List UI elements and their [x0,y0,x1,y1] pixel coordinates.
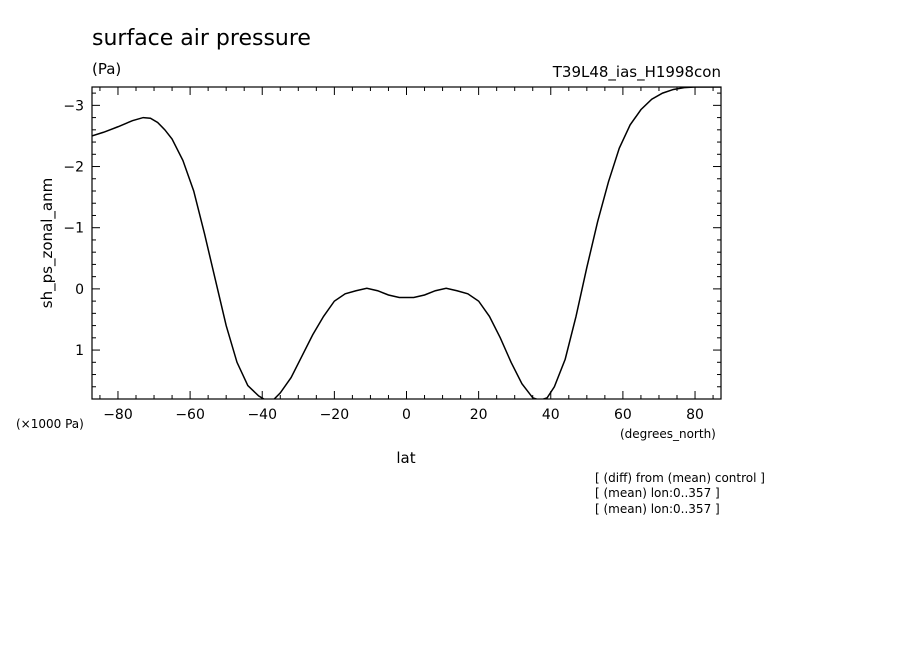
y-axis-label: sh_ps_zonal_anm [38,178,57,308]
x-axis-ticks: −80 −60 −40 −20 0 20 40 60 80 [103,87,704,423]
y-tick-label: 1 [75,343,84,359]
x-tick-label: 0 [402,407,411,423]
chart-title: surface air pressure [92,26,311,51]
x-tick-label: 60 [614,407,632,423]
x-tick-label: 80 [686,407,704,423]
x-tick-label: −40 [247,407,277,423]
y-tick-label: −3 [63,98,84,114]
x-tick-label: −60 [175,407,205,423]
x-tick-label: −80 [103,407,133,423]
y-tick-label: −1 [63,221,84,237]
series-line [92,87,721,399]
x-tick-label: 20 [470,407,488,423]
x-tick-label: 40 [542,407,560,423]
x-axis-label: lat [396,449,415,467]
chart-units: (Pa) [92,60,121,78]
y-axis-ticks: −3 −2 −1 0 1 [63,98,721,359]
x-units-label: (degrees_north) [620,427,716,441]
run-label: T39L48_ias_H1998con [552,63,721,82]
note-line-2: [ (mean) lon:0..357 ] [595,486,720,500]
y-tick-label: −2 [63,160,84,176]
note-line-1: [ (diff) from (mean) control ] [595,471,765,485]
y-scale-label: (×1000 Pa) [16,417,84,431]
y-tick-label: 0 [75,282,84,298]
x-tick-label: −20 [320,407,350,423]
note-line-3: [ (mean) lon:0..357 ] [595,502,720,516]
